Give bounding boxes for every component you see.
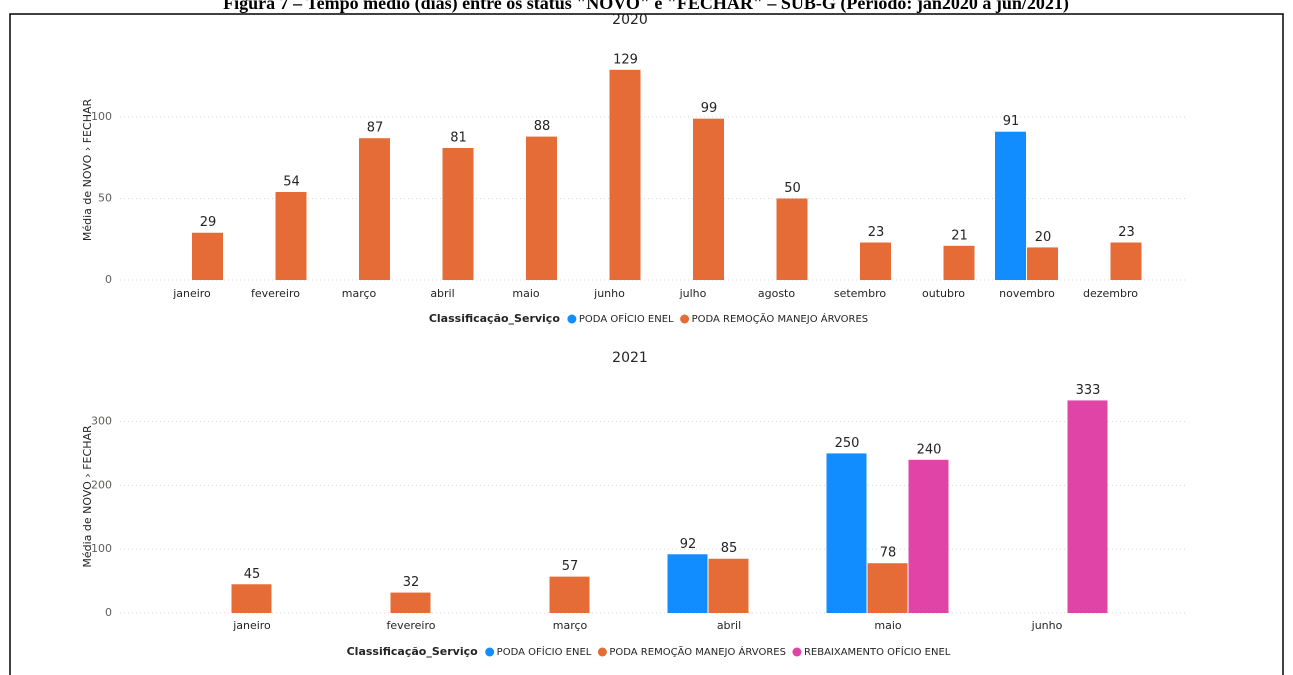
legend-label: REBAIXAMENTO OFÍCIO ENEL [804, 645, 951, 658]
bar [275, 192, 307, 280]
legend-label: PODA REMOÇÃO MANEJO ÁRVORES [692, 312, 869, 325]
bar [860, 242, 891, 280]
bar [943, 245, 975, 280]
bar [192, 232, 223, 280]
data-label: 20 [1035, 230, 1052, 245]
legend-marker [567, 314, 577, 324]
legend-label: PODA OFÍCIO ENEL [579, 312, 674, 325]
data-label: 85 [721, 541, 738, 556]
bar [609, 69, 641, 281]
x-tick-label: junho [1031, 619, 1063, 632]
x-tick-label: fevereiro [251, 287, 300, 300]
x-tick-label: maio [874, 619, 902, 632]
x-tick-label: janeiro [172, 287, 211, 300]
data-label: 23 [868, 225, 885, 240]
x-tick-label: setembro [834, 287, 887, 300]
bar [359, 138, 390, 280]
chart-title: 2020 [612, 12, 648, 28]
legend-label: PODA OFÍCIO ENEL [497, 645, 592, 658]
data-label: 87 [367, 121, 384, 136]
x-tick-label: fevereiro [386, 619, 435, 632]
data-label: 91 [1003, 114, 1020, 129]
caption: Figura 7 – Tempo médio (dias) entre os s… [223, 0, 1069, 14]
bar [908, 459, 949, 613]
bar [1067, 400, 1108, 613]
bar [390, 592, 431, 613]
legend-label: PODA REMOÇÃO MANEJO ÁRVORES [609, 645, 786, 658]
data-label: 88 [534, 119, 551, 134]
bar [867, 563, 908, 613]
legend-title: Classificação_Serviço [347, 645, 478, 658]
data-label: 333 [1076, 383, 1101, 398]
legend-title: Classificação_Serviço [429, 312, 560, 325]
data-label: 250 [835, 436, 860, 451]
y-tick-label: 50 [98, 192, 112, 205]
y-tick-label: 300 [91, 414, 112, 427]
x-tick-label: novembro [999, 287, 1055, 300]
x-tick-label: dezembro [1083, 287, 1138, 300]
x-tick-label: abril [430, 287, 454, 300]
y-tick-label: 100 [91, 542, 112, 555]
legend-marker [792, 647, 802, 657]
y-tick-label: 200 [91, 478, 112, 491]
legend-marker [597, 647, 607, 657]
bar [231, 584, 272, 613]
data-label: 57 [562, 559, 579, 574]
data-label: 240 [917, 442, 942, 457]
x-tick-label: agosto [758, 287, 795, 300]
frame [9, 13, 1284, 675]
y-tick-label: 0 [105, 273, 112, 286]
data-label: 45 [244, 567, 261, 582]
x-tick-label: junho [593, 287, 625, 300]
data-label: 32 [403, 575, 420, 590]
legend-marker [485, 647, 495, 657]
x-tick-label: julho [679, 287, 707, 300]
y-axis-label: Média de NOVO › FECHAR [81, 99, 94, 242]
x-tick-label: janeiro [232, 619, 271, 632]
data-label: 23 [1118, 225, 1135, 240]
bar [549, 576, 590, 613]
bar [776, 198, 808, 280]
bar [708, 558, 749, 613]
data-label: 78 [880, 546, 897, 561]
data-label: 81 [450, 131, 467, 146]
legend-marker [680, 314, 690, 324]
x-tick-label: outubro [922, 287, 965, 300]
chart-title: 2021 [612, 350, 648, 366]
data-label: 50 [784, 181, 801, 196]
bar [526, 136, 557, 280]
x-tick-label: abril [717, 619, 741, 632]
y-tick-label: 100 [91, 110, 112, 123]
bar [826, 453, 867, 613]
bar [667, 554, 708, 613]
data-label: 99 [701, 101, 718, 116]
bar [1027, 247, 1058, 280]
bar [1110, 242, 1142, 280]
x-tick-label: março [553, 619, 588, 632]
data-label: 92 [680, 537, 697, 552]
x-tick-label: março [342, 287, 377, 300]
bar [693, 118, 724, 281]
data-label: 21 [951, 228, 968, 243]
bar [995, 131, 1026, 280]
y-tick-label: 0 [105, 606, 112, 619]
data-label: 29 [200, 215, 217, 230]
bar [442, 148, 474, 280]
data-label: 129 [613, 52, 638, 67]
data-label: 54 [283, 175, 300, 190]
x-tick-label: maio [512, 287, 540, 300]
y-axis-label: Média de NOVO › FECHAR [81, 425, 94, 568]
